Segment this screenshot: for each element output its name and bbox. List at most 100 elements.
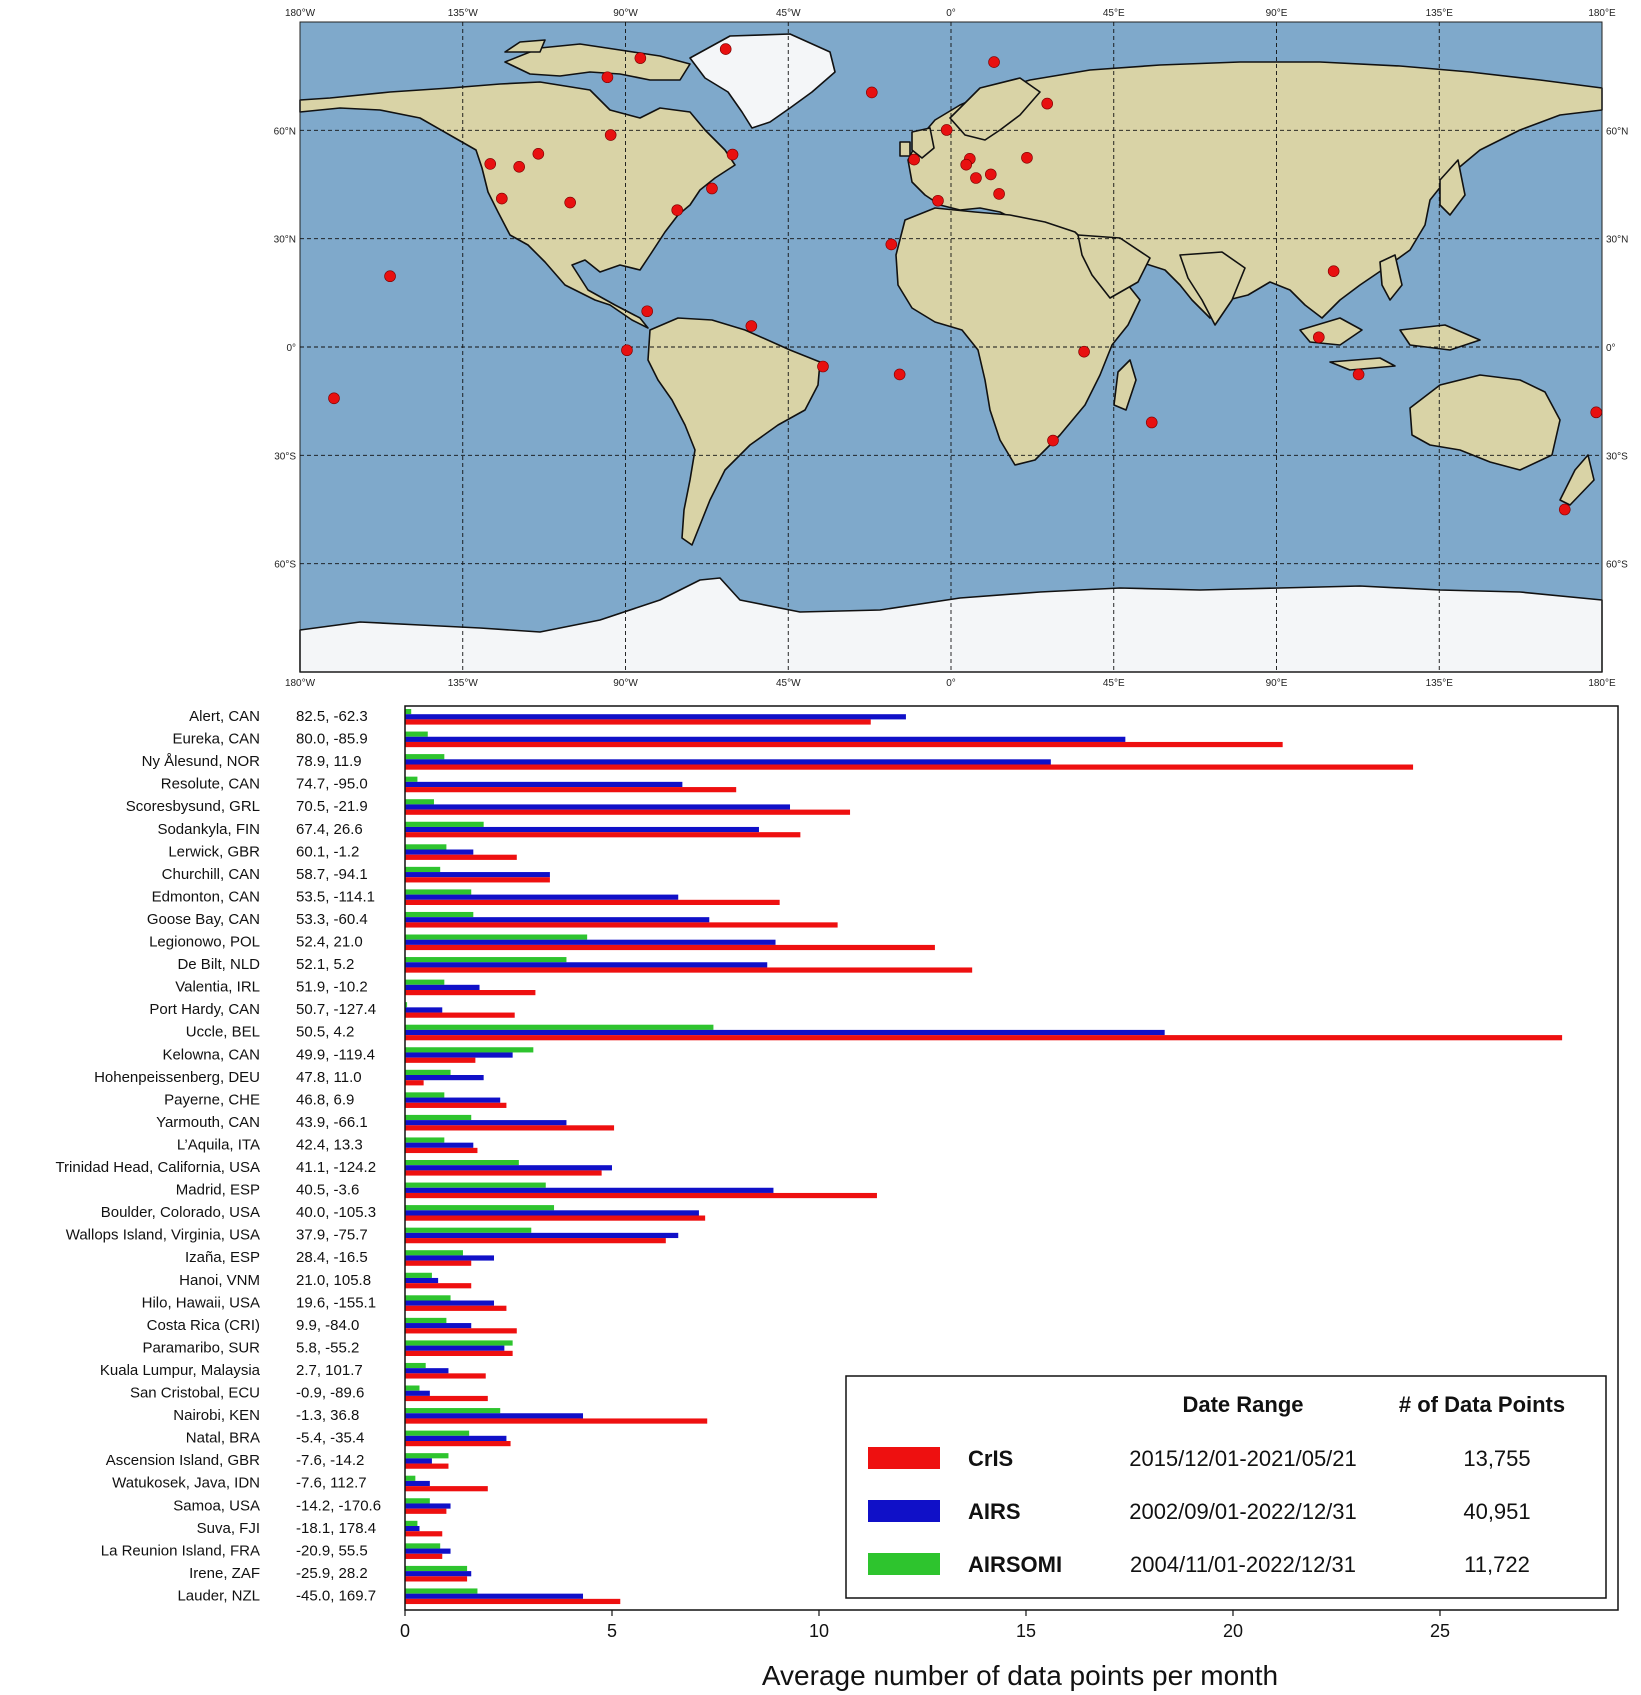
bar-airs	[405, 939, 776, 945]
bar-cris	[405, 1576, 468, 1582]
station-coord-label: 43.9, -66.1	[296, 1114, 368, 1131]
map-station-markers	[328, 43, 1603, 516]
map-lon-tick-bottom: 0°	[946, 678, 956, 689]
bar-row: Sodankyla, FIN 67.4, 26.6	[157, 821, 801, 838]
legend-header-count: # of Data Points	[1399, 1392, 1565, 1417]
bar-row: Ny Ålesund, NOR 78.9, 11.9	[142, 753, 1414, 770]
station-name-label: Boulder, Colorado, USA	[101, 1204, 260, 1221]
bar-row: Watukosek, Java, IDN -7.6, 112.7	[112, 1475, 488, 1492]
bar-airs	[405, 872, 550, 878]
bar-chart-frame	[404, 705, 1619, 1611]
bar-airsomi	[405, 731, 428, 737]
map-gridlines	[300, 22, 1602, 672]
bar-cris	[405, 1170, 602, 1176]
legend-series-name: AIRSOMI	[968, 1552, 1062, 1577]
bar-row: Churchill, CAN 58.7, -94.1	[162, 866, 550, 883]
station-name-label: Nairobi, KEN	[173, 1407, 260, 1424]
station-marker	[865, 86, 878, 99]
station-coord-label: -14.2, -170.6	[296, 1497, 381, 1514]
station-marker	[893, 368, 906, 381]
legend-swatch	[868, 1447, 940, 1469]
bar-airsomi	[405, 1453, 449, 1459]
legend-date-range: 2015/12/01-2021/05/21	[1129, 1446, 1357, 1471]
map-lon-tick-top: 0°	[946, 8, 956, 19]
station-coord-label: 78.9, 11.9	[296, 753, 362, 770]
station-marker	[1047, 434, 1059, 447]
station-coord-label: 47.8, 11.0	[296, 1069, 362, 1086]
station-coord-label: 50.7, -127.4	[296, 1001, 376, 1018]
bar-airs	[405, 1187, 774, 1193]
bar-airsomi	[405, 889, 472, 895]
bar-cris	[405, 922, 838, 928]
map-lon-tick-bottom: 180°W	[285, 678, 316, 689]
bar-cris	[405, 1486, 488, 1492]
bar-airs	[405, 1413, 584, 1419]
legend-header-date-range: Date Range	[1182, 1392, 1303, 1417]
bar-cris	[405, 1012, 515, 1018]
bar-row: Goose Bay, CAN 53.3, -60.4	[147, 911, 838, 928]
legend-series-name: CrIS	[968, 1446, 1013, 1471]
station-name-label: Port Hardy, CAN	[149, 1001, 260, 1018]
station-coord-label: -5.4, -35.4	[296, 1430, 364, 1447]
bar-cris	[405, 854, 517, 860]
station-marker	[604, 129, 617, 141]
bar-row: Nairobi, KEN -1.3, 36.8	[173, 1407, 708, 1424]
station-coord-label: 53.3, -60.4	[296, 911, 368, 928]
station-coord-label: 41.1, -124.2	[296, 1159, 376, 1176]
bar-row: Costa Rica (CRI) 9.9, -84.0	[147, 1317, 517, 1334]
station-name-label: Alert, CAN	[189, 708, 260, 725]
bar-airs	[405, 962, 768, 968]
station-marker	[513, 161, 525, 173]
station-name-label: Wallops Island, Virginia, USA	[66, 1227, 260, 1244]
bar-cris	[405, 1238, 666, 1244]
station-name-label: Madrid, ESP	[176, 1182, 260, 1199]
station-marker	[496, 192, 508, 205]
legend-swatch	[868, 1500, 940, 1522]
station-name-label: Valentia, IRL	[175, 979, 260, 996]
legend-count: 11,722	[1464, 1552, 1530, 1577]
bar-airs	[405, 736, 1126, 742]
x-tick-label: 10	[809, 1621, 829, 1641]
bar-cris	[405, 741, 1283, 748]
station-marker	[1145, 416, 1158, 429]
bar-airs	[405, 1277, 439, 1284]
station-name-label: Churchill, CAN	[162, 866, 260, 883]
bar-cris	[405, 1260, 472, 1266]
map-lon-tick-bottom: 135°W	[448, 678, 479, 689]
bar-cris	[405, 787, 737, 793]
bar-airs	[405, 1052, 513, 1058]
station-coord-label: 5.8, -55.2	[296, 1339, 359, 1356]
bar-cris	[405, 1418, 708, 1424]
legend-row: AIRS 2002/09/01-2022/12/31 40,951	[868, 1499, 1531, 1524]
legend-frame	[845, 1375, 1607, 1599]
station-name-label: Kuala Lumpur, Malaysia	[100, 1362, 261, 1379]
bar-airs	[405, 1548, 451, 1554]
bar-row: Valentia, IRL 51.9, -10.2	[175, 979, 536, 996]
bar-airsomi	[405, 1340, 513, 1346]
bar-airsomi	[405, 1227, 532, 1233]
station-marker	[745, 320, 758, 332]
bar-row: Paramaribo, SUR 5.8, -55.2	[142, 1339, 513, 1356]
station-marker	[1313, 331, 1325, 344]
bar-airsomi	[405, 1362, 426, 1369]
bar-airs	[405, 1007, 443, 1013]
bar-airsomi	[405, 776, 418, 782]
station-coord-label: 67.4, 26.6	[296, 821, 363, 838]
station-coord-label: 74.7, -95.0	[296, 776, 368, 793]
bar-airsomi	[405, 1295, 451, 1301]
map-lon-tick-bottom: 90°E	[1266, 678, 1288, 689]
bar-airs	[405, 1232, 679, 1239]
bar-airs	[405, 1210, 699, 1216]
bar-airsomi	[405, 1430, 470, 1436]
bar-airsomi	[405, 1498, 430, 1504]
bar-airs	[405, 984, 480, 990]
station-name-label: L’Aquila, ITA	[177, 1136, 260, 1153]
bar-airsomi	[405, 1047, 534, 1053]
bar-row: L’Aquila, ITA 42.4, 13.3	[177, 1136, 478, 1153]
bar-row: Ascension Island, GBR -7.6, -14.2	[106, 1452, 449, 1469]
station-coord-label: -18.1, 178.4	[296, 1520, 376, 1537]
bar-cris	[405, 1463, 449, 1469]
map-lon-tick-bottom: 135°E	[1426, 678, 1454, 689]
bar-airs	[405, 1390, 430, 1396]
station-marker	[641, 305, 654, 318]
